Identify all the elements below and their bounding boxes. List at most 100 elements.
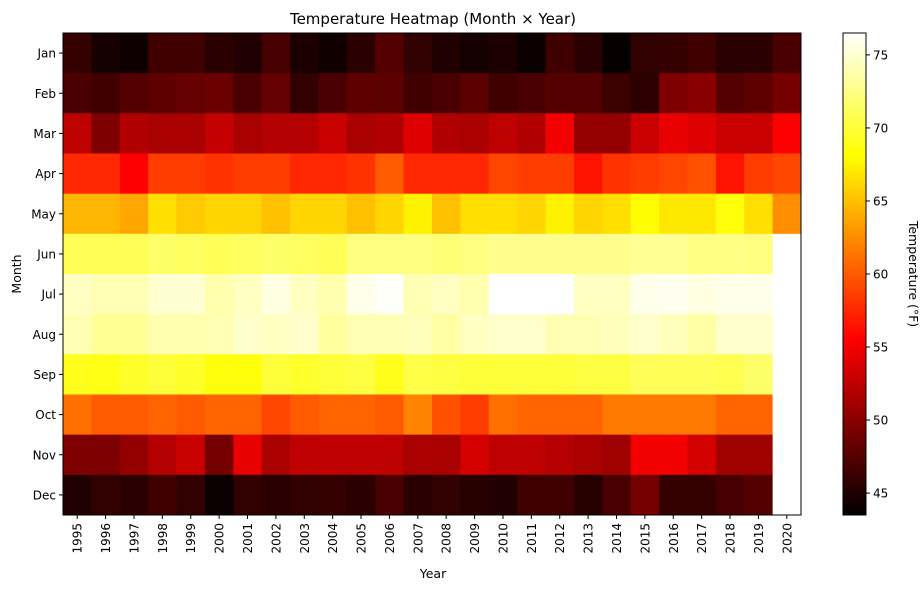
- heatmap-cell: [687, 274, 717, 315]
- heatmap-cell: [346, 73, 376, 114]
- heatmap-cell: [488, 193, 518, 235]
- heatmap-cell: [715, 233, 745, 275]
- heatmap-cell: [545, 33, 575, 74]
- heatmap-cell: [715, 274, 745, 315]
- heatmap-cell: [233, 474, 263, 516]
- heatmap-cell: [119, 193, 149, 235]
- heatmap-cell: [715, 193, 745, 235]
- heatmap-cell: [403, 153, 433, 195]
- colorbar-tick-label: 60: [873, 268, 888, 282]
- heatmap-cell: [602, 434, 632, 476]
- heatmap-cell: [375, 153, 405, 195]
- heatmap-cell: [602, 233, 632, 275]
- heatmap-cell: [744, 153, 774, 195]
- heatmap-cell: [261, 394, 291, 436]
- heatmap-cell: [488, 113, 518, 154]
- y-tick-label: Aug: [33, 328, 56, 342]
- heatmap-cell: [460, 33, 490, 74]
- heatmap-cell: [318, 193, 348, 235]
- heatmap-cell: [772, 33, 802, 74]
- heatmap-cell: [432, 274, 461, 315]
- heatmap-cell: [119, 113, 149, 154]
- heatmap-cell: [91, 33, 121, 74]
- heatmap-cell: [176, 113, 206, 154]
- heatmap-cell: [744, 274, 774, 315]
- heatmap-cell: [91, 233, 121, 275]
- heatmap-cell: [744, 33, 774, 74]
- heatmap-cell: [375, 394, 405, 436]
- colorbar-tick-label: 55: [873, 341, 888, 355]
- heatmap-cell: [432, 153, 461, 195]
- colorbar-tick-label: 70: [873, 121, 888, 135]
- heatmap-cell: [460, 394, 490, 436]
- heatmap-cell: [119, 274, 149, 315]
- heatmap-cell: [488, 233, 518, 275]
- heatmap-cell: [659, 274, 688, 315]
- heatmap-cell: [602, 394, 632, 436]
- colorbar: [842, 32, 867, 516]
- heatmap-cell: [318, 33, 348, 74]
- heatmap-cell: [346, 153, 376, 195]
- heatmap-cell: [772, 233, 802, 275]
- heatmap-cell: [403, 113, 433, 154]
- heatmap-cell: [687, 354, 717, 395]
- heatmap-cell: [63, 193, 92, 235]
- x-tick-label: 2013: [582, 523, 596, 554]
- heatmap-cell: [261, 153, 291, 195]
- heatmap-cell: [715, 354, 745, 395]
- heatmap-cell: [432, 193, 461, 235]
- heatmap-cell: [261, 33, 291, 74]
- heatmap-cell: [261, 474, 291, 516]
- heatmap-cell: [460, 474, 490, 516]
- heatmap-cell: [432, 474, 461, 516]
- heatmap-cell: [630, 314, 660, 355]
- heatmap-cell: [91, 434, 121, 476]
- heatmap-cell: [744, 113, 774, 154]
- heatmap-cell: [375, 113, 405, 154]
- x-tick-label: 2008: [440, 523, 454, 554]
- heatmap-cell: [233, 394, 263, 436]
- colorbar-tick-label: 65: [873, 194, 888, 208]
- heatmap-cell: [63, 394, 92, 436]
- heatmap-cell: [318, 73, 348, 114]
- heatmap-cell: [403, 434, 433, 476]
- heatmap-cell: [318, 354, 348, 395]
- heatmap-cell: [119, 233, 149, 275]
- heatmap-cell: [148, 354, 177, 395]
- heatmap-cell: [630, 113, 660, 154]
- heatmap-cell: [403, 193, 433, 235]
- x-tick-label: 2012: [553, 523, 567, 554]
- heatmap-cell: [176, 314, 206, 355]
- heatmap-cell: [687, 434, 717, 476]
- heatmap-cell: [148, 394, 177, 436]
- heatmap-cell: [403, 314, 433, 355]
- heatmap-cell: [148, 73, 177, 114]
- heatmap-cell: [176, 354, 206, 395]
- heatmap-cell: [204, 314, 234, 355]
- heatmap-cell: [63, 73, 92, 114]
- heatmap-cell: [460, 233, 490, 275]
- heatmap-cell: [659, 113, 688, 154]
- heatmap-cell: [176, 73, 206, 114]
- heatmap-cell: [545, 73, 575, 114]
- heatmap-cell: [517, 314, 546, 355]
- heatmap-cell: [432, 394, 461, 436]
- heatmap-cell: [460, 274, 490, 315]
- heatmap-cell: [290, 474, 319, 516]
- heatmap-cell: [91, 394, 121, 436]
- heatmap-cell: [460, 193, 490, 235]
- heatmap-cell: [488, 73, 518, 114]
- heatmap-cell: [744, 354, 774, 395]
- heatmap-cell: [659, 193, 688, 235]
- heatmap-cell: [573, 113, 603, 154]
- heatmap-cell: [432, 113, 461, 154]
- heatmap-cell: [403, 233, 433, 275]
- heatmap-cell: [715, 474, 745, 516]
- heatmap-cell: [602, 274, 632, 315]
- heatmap-cell: [91, 314, 121, 355]
- heatmap-cell: [261, 113, 291, 154]
- heatmap-cell: [346, 33, 376, 74]
- heatmap-cell: [148, 434, 177, 476]
- x-tick-label: 2018: [724, 523, 738, 554]
